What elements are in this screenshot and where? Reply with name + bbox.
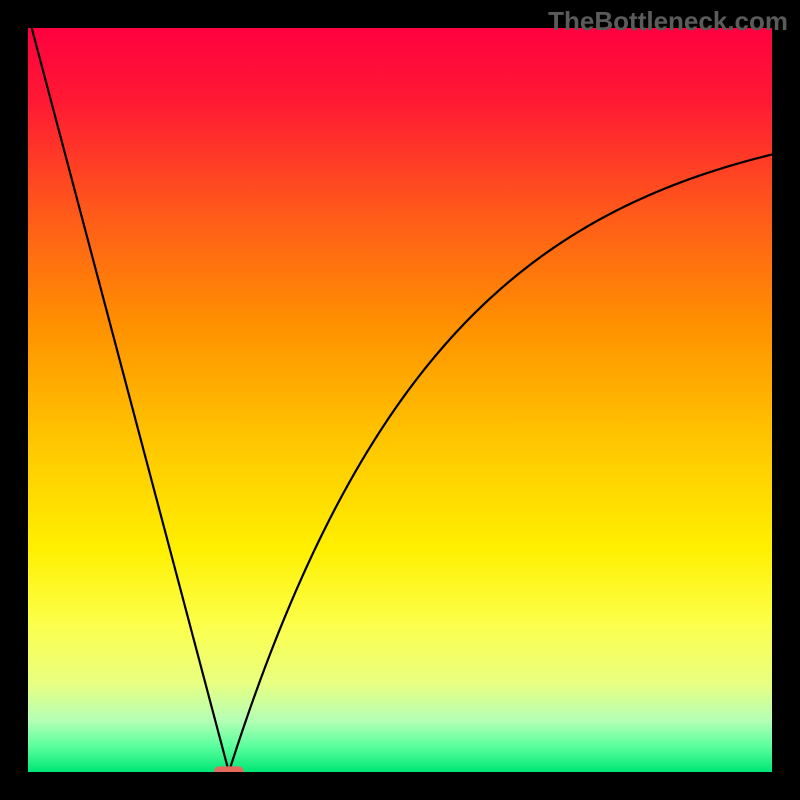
chart-container: TheBottleneck.com <box>0 0 800 800</box>
optimal-point-marker <box>214 766 244 772</box>
watermark-text: TheBottleneck.com <box>548 6 788 37</box>
plot-area <box>28 28 772 772</box>
